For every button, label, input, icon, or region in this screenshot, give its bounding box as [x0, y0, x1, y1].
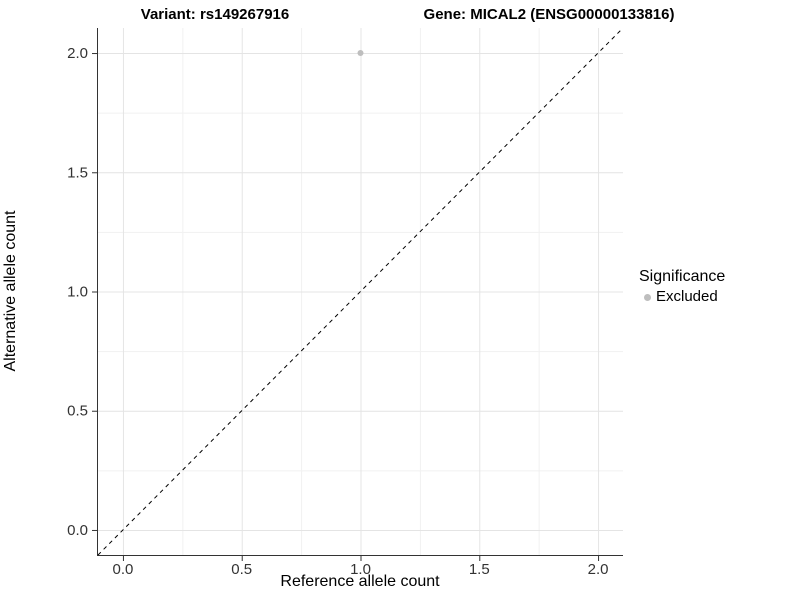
- y-tick-label: 1.5: [67, 164, 88, 181]
- x-axis-title: Reference allele count: [280, 573, 440, 590]
- plot-title-gene: Gene: MICAL2 (ENSG00000133816): [423, 6, 675, 23]
- legend: Significance Excluded: [639, 266, 725, 307]
- identity-reference-line: [97, 27, 624, 556]
- legend-entry-excluded: Excluded: [639, 287, 725, 307]
- legend-entry-label: Excluded: [656, 288, 718, 305]
- x-tick-label: 0.0: [113, 561, 134, 578]
- x-tick-label: 2.0: [588, 561, 609, 578]
- y-tick-label: 0.0: [67, 522, 88, 539]
- y-tick-label: 1.0: [67, 284, 88, 301]
- x-tick-label: 1.5: [469, 561, 490, 578]
- x-tick-label: 0.5: [231, 561, 252, 578]
- y-axis-title: Alternative allele count: [2, 210, 19, 372]
- data-point: [357, 50, 364, 57]
- legend-title: Significance: [639, 268, 726, 285]
- y-tick-label: 2.0: [67, 45, 88, 62]
- x-tick-label: 1.0: [350, 561, 371, 578]
- excluded-marker-icon: [644, 293, 651, 301]
- y-tick-label: 0.5: [67, 403, 88, 420]
- plot-title-variant: Variant: rs149267916: [140, 6, 290, 23]
